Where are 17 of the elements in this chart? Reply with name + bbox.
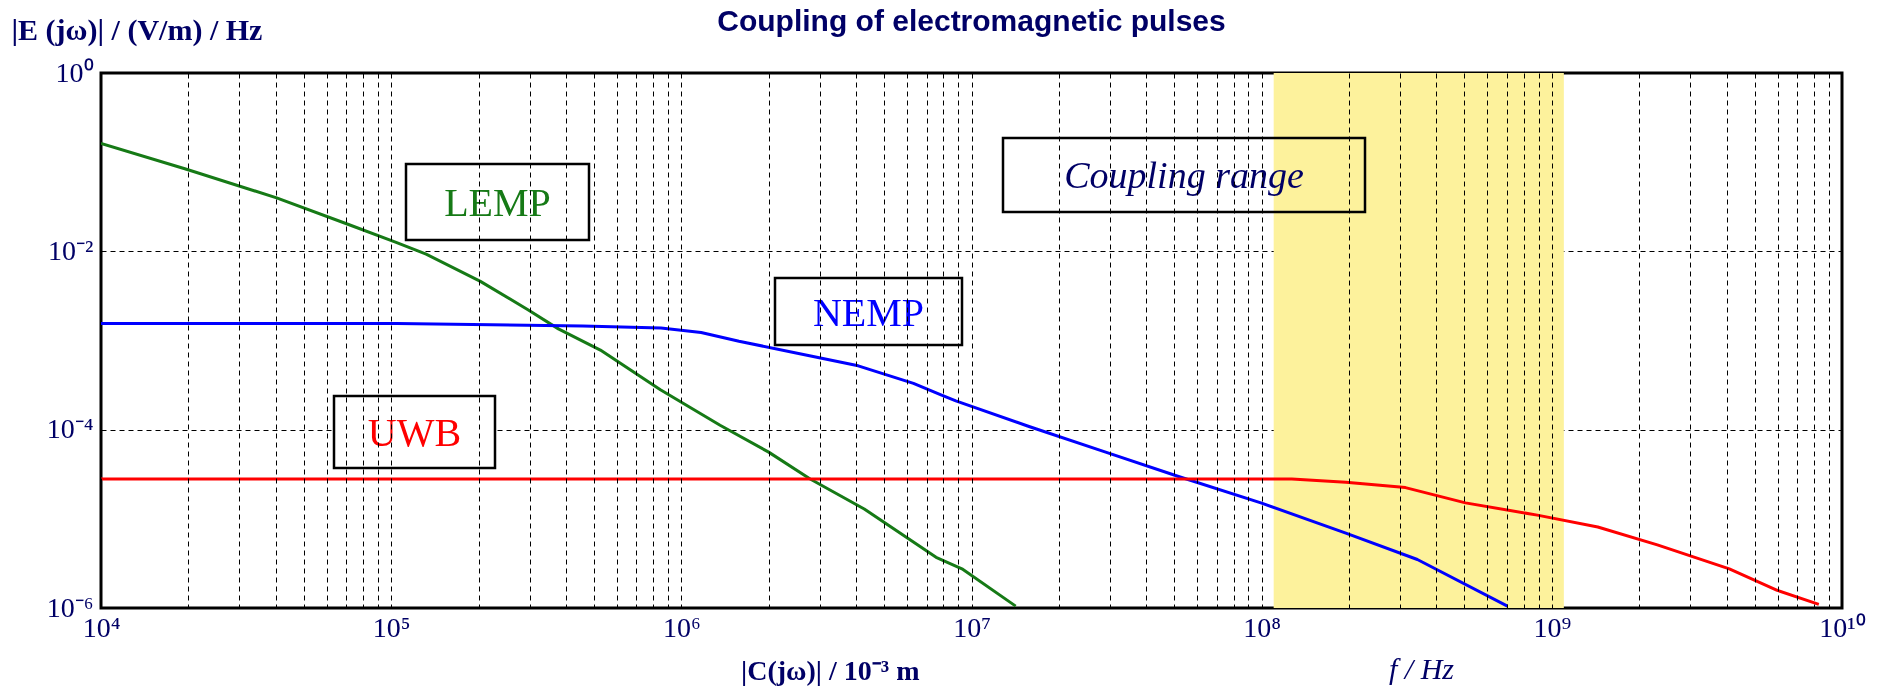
y-axis-title: |E (jω)| / (V/m) / Hz bbox=[11, 12, 263, 47]
x-axis-title: f / Hz bbox=[1388, 651, 1455, 685]
y-tick-label: 10⁻⁴ bbox=[46, 413, 94, 445]
band-label: Coupling range bbox=[1064, 154, 1304, 196]
x-tick-label: 10⁶ bbox=[662, 611, 701, 643]
y-tick-label: 10⁻² bbox=[48, 234, 94, 266]
x-tick-label: 10⁵ bbox=[372, 611, 411, 643]
text: |C(jω)| / 10⁻³ m bbox=[741, 655, 920, 686]
series-label: UWB bbox=[367, 410, 462, 455]
x-tick-label: 10⁷ bbox=[953, 611, 991, 643]
x-tick-label: 10⁹ bbox=[1533, 611, 1572, 643]
series-label: NEMP bbox=[812, 289, 925, 335]
chart-title: Coupling of electromagnetic pulses bbox=[717, 4, 1226, 37]
y-tick-label: 10⁰ bbox=[55, 56, 94, 88]
x-tick-label: 10¹⁰ bbox=[1819, 611, 1866, 643]
series-label: LEMP bbox=[444, 180, 551, 225]
x-tick-label: 10⁸ bbox=[1243, 611, 1282, 643]
